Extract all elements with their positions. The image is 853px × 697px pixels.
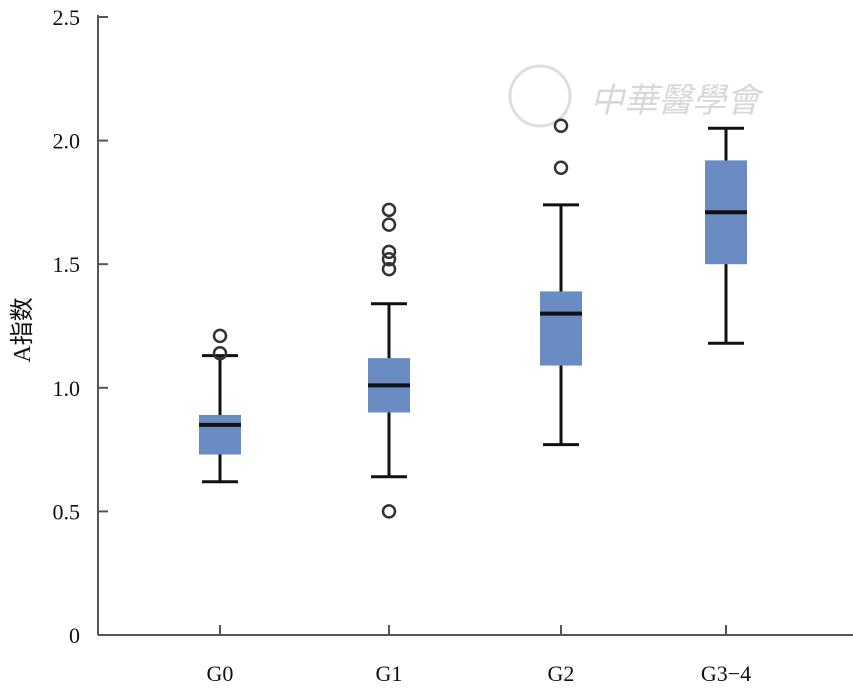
outlier-point (381, 261, 397, 277)
watermark-seal-icon (508, 64, 572, 128)
x-tick-label: G1 (376, 661, 403, 686)
outlier-point (381, 202, 397, 218)
box (540, 291, 582, 366)
y-tick-label: 0 (69, 623, 80, 648)
y-tick-label: 1.0 (53, 376, 81, 401)
y-axis-label: A指数 (9, 297, 36, 362)
x-tick-label: G3−4 (701, 661, 751, 686)
y-tick-label: 0.5 (53, 499, 81, 524)
x-tick-label: G0 (207, 661, 234, 686)
box-group-G1 (368, 202, 410, 519)
box-group-G3−4 (705, 126, 747, 345)
outlier-point (381, 244, 397, 260)
box-group-G2 (540, 118, 582, 447)
y-tick-label: 2.5 (53, 5, 81, 30)
outlier-point (553, 118, 569, 134)
outlier-point (553, 160, 569, 176)
outlier-point (381, 217, 397, 232)
watermark: 中華醫學會 (590, 81, 765, 121)
box-group-G0 (199, 328, 241, 484)
x-tick-label: G2 (548, 661, 575, 686)
outlier-point (212, 328, 228, 344)
y-tick-label: 2.0 (53, 129, 81, 154)
box (199, 414, 241, 455)
y-tick-label: 1.5 (53, 252, 81, 277)
outlier-point (212, 345, 228, 361)
outlier-point (381, 504, 397, 519)
outlier-point (381, 252, 397, 267)
